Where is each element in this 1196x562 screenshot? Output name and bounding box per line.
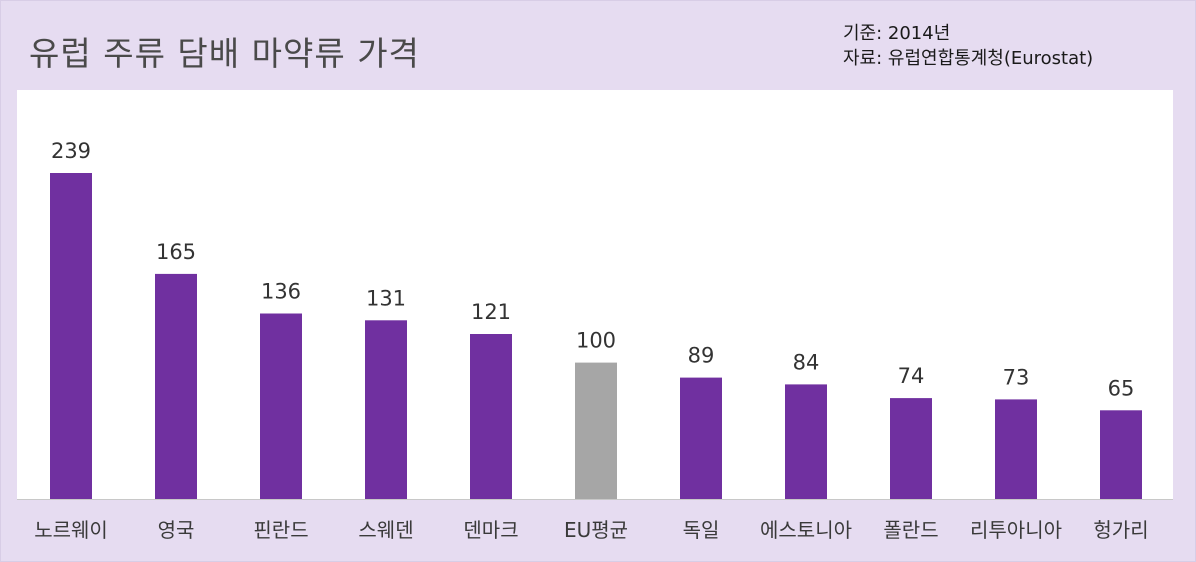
bar-5	[575, 362, 617, 499]
category-label-5: EU평균	[564, 518, 628, 542]
category-label-1: 영국	[158, 518, 195, 542]
bar-6	[680, 377, 722, 499]
data-label-9: 73	[1003, 365, 1030, 389]
chart-title: 유럽 주류 담배 마약류 가격	[29, 34, 420, 73]
bar-1	[155, 273, 197, 499]
bar-9	[995, 399, 1037, 499]
data-label-2: 136	[261, 280, 301, 304]
x-axis-line	[17, 499, 1173, 500]
category-label-2: 핀란드	[253, 518, 308, 542]
data-label-0: 239	[51, 139, 91, 163]
data-label-5: 100	[576, 329, 616, 353]
chart-notes: 기준: 2014년 자료: 유럽연합통계청(Eurostat)	[843, 21, 1093, 71]
category-label-0: 노르웨이	[34, 518, 108, 542]
bar-7	[785, 384, 827, 499]
note-basis: 기준: 2014년	[843, 23, 951, 44]
note-source: 자료: 유럽연합통계청(Eurostat)	[843, 48, 1094, 69]
bar-0	[50, 173, 92, 499]
bar-2	[260, 313, 302, 499]
category-label-9: 리투아니아	[970, 518, 1062, 542]
bar-10	[1100, 410, 1142, 499]
data-label-10: 65	[1108, 376, 1135, 400]
bar-4	[470, 334, 512, 499]
category-label-3: 스웨덴	[358, 518, 413, 542]
category-label-6: 독일	[683, 518, 720, 542]
category-label-7: 에스토니아	[760, 518, 852, 542]
category-label-4: 덴마크	[463, 518, 518, 542]
bar-8	[890, 398, 932, 499]
data-label-1: 165	[156, 240, 196, 264]
category-label-8: 폴란드	[883, 518, 938, 542]
data-label-6: 89	[688, 344, 715, 368]
bar-3	[365, 320, 407, 499]
data-label-8: 74	[898, 364, 925, 388]
category-label-10: 헝가리	[1093, 518, 1148, 542]
data-label-3: 131	[366, 286, 406, 310]
data-label-7: 84	[793, 350, 820, 374]
data-label-4: 121	[471, 300, 511, 324]
